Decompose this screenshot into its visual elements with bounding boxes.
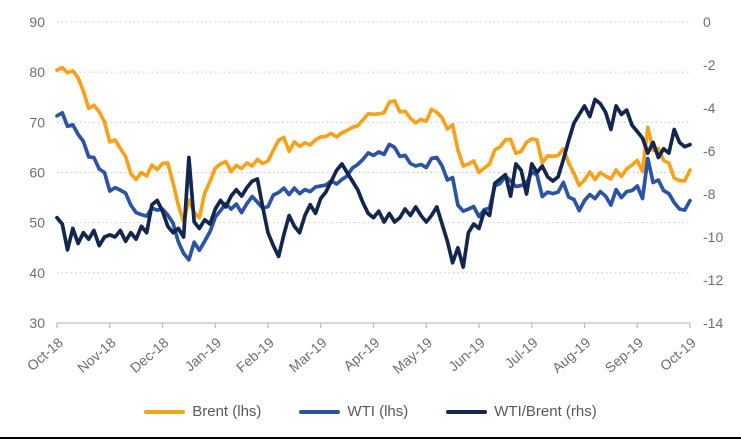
brent-line-swatch [144, 409, 186, 414]
right-axis-label: -12 [703, 272, 723, 288]
x-axis-label: Nov-18 [74, 334, 119, 376]
x-axis-label: Dec-18 [127, 334, 172, 376]
x-axis-label: Jun-19 [445, 334, 488, 374]
wti-brent-line-swatch [446, 409, 488, 414]
legend-item-wti: WTI (lhs) [299, 403, 408, 420]
series-line-brent-lhs [55, 65, 692, 224]
chart-legend: Brent (lhs) WTI (lhs) WTI/Brent (rhs) [0, 403, 741, 420]
left-axis-label: 40 [29, 265, 45, 281]
legend-item-brent: Brent (lhs) [144, 403, 261, 420]
bottom-border-rule [0, 437, 741, 439]
right-axis-label: -10 [703, 229, 723, 245]
right-axis-label: -4 [703, 100, 716, 116]
legend-label-brent: Brent (lhs) [192, 403, 262, 420]
x-axis-label: Mar-19 [286, 334, 330, 375]
legend-item-wti-brent: WTI/Brent (rhs) [446, 403, 597, 420]
right-axis-label: -14 [703, 315, 723, 331]
x-axis-label: Aug-19 [549, 334, 594, 376]
left-axis-label: 90 [29, 14, 45, 30]
legend-label-wti-brent: WTI/Brent (rhs) [494, 403, 597, 420]
legend-label-wti: WTI (lhs) [347, 403, 409, 420]
series-line-wti-brent-rhs [55, 97, 692, 269]
x-axis-label: Jul-19 [501, 334, 540, 371]
series-line-wti-lhs [55, 110, 692, 262]
left-axis-label: 50 [29, 215, 45, 231]
x-axis-label: Apr-19 [340, 334, 382, 374]
x-axis-label: Sep-19 [602, 334, 647, 376]
left-axis-label: 80 [29, 64, 45, 80]
right-axis-label: -2 [703, 57, 716, 73]
x-axis-label: Oct-19 [657, 334, 699, 374]
left-axis-label: 30 [29, 315, 45, 331]
right-axis-label: 0 [703, 14, 711, 30]
x-axis-label: Jan-19 [181, 334, 224, 374]
x-axis-label: Oct-18 [24, 334, 66, 374]
left-axis-label: 60 [29, 165, 45, 181]
price-chart-svg: Oct-18 Nov-18 Dec-18 Jan-19 Feb-19 Mar-19 Apr-… [24, 14, 724, 377]
right-axis-label: -8 [703, 186, 716, 202]
wti-line-swatch [299, 409, 341, 414]
left-axis-label: 70 [29, 114, 45, 130]
x-axis-label: Feb-19 [233, 334, 277, 375]
right-axis-label: -6 [703, 143, 716, 159]
price-chart: Oct-18 Nov-18 Dec-18 Jan-19 Feb-19 Mar-19 Apr-… [24, 14, 724, 377]
x-axis-label: May-19 [389, 334, 435, 377]
